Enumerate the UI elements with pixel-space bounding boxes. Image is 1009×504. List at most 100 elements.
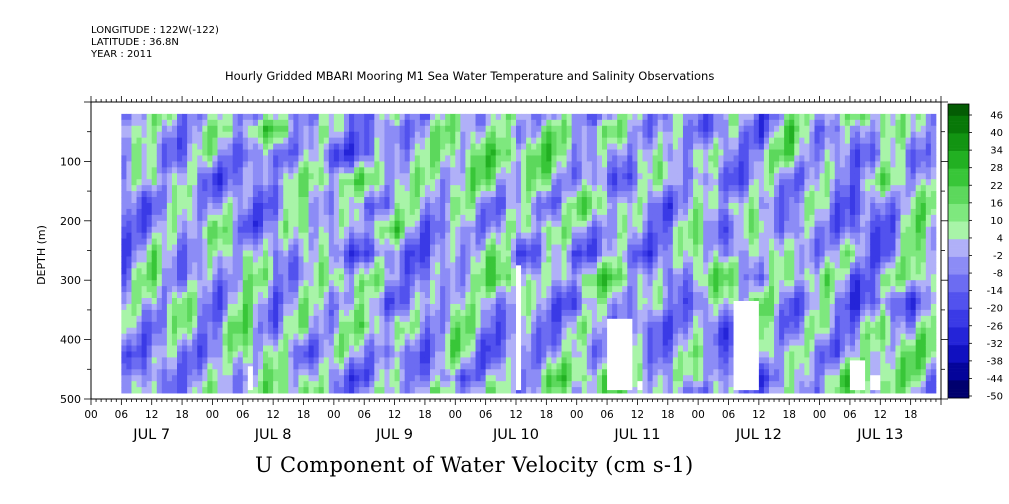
heatmap-cell [394, 315, 401, 323]
heatmap-cell [202, 244, 208, 251]
heatmap-cell [399, 268, 406, 275]
heatmap-cell [485, 125, 492, 133]
heatmap-cell [146, 125, 153, 133]
heatmap-cell [323, 119, 330, 127]
heatmap-cell [232, 381, 239, 388]
heatmap-cell [293, 250, 299, 257]
heatmap-cell [202, 220, 208, 228]
heatmap-cell [485, 244, 492, 251]
heatmap-cell [207, 173, 213, 180]
heatmap-cell [247, 238, 254, 245]
heatmap-cell [455, 327, 461, 335]
heatmap-cell [384, 226, 390, 234]
heatmap-cell [323, 268, 330, 275]
heatmap-cell [505, 345, 512, 352]
heatmap-cell [546, 197, 552, 204]
heatmap-cell [647, 113, 654, 121]
heatmap-cell [136, 351, 142, 358]
heatmap-cell [576, 345, 583, 352]
heatmap-cell [222, 137, 229, 144]
heatmap-cell [637, 292, 643, 299]
heatmap-cell [419, 381, 426, 388]
heatmap-cell [359, 143, 365, 150]
heatmap-cell [273, 351, 279, 358]
heatmap-cell [126, 351, 132, 358]
heatmap-cell [581, 327, 588, 335]
heatmap-cell [531, 363, 537, 370]
heatmap-cell [475, 244, 481, 251]
heatmap-cell [227, 250, 234, 257]
heatmap-cell [227, 220, 234, 228]
heatmap-cell [485, 202, 492, 210]
heatmap-cell [510, 309, 517, 317]
heatmap-cell [136, 381, 142, 388]
heatmap-cell [500, 363, 507, 370]
heatmap-cell [273, 214, 279, 222]
heatmap-cell [288, 381, 294, 388]
heatmap-cell [283, 197, 289, 204]
heatmap-cell [318, 381, 325, 388]
heatmap-cell [480, 309, 487, 317]
heatmap-cell [647, 149, 654, 156]
heatmap-cell [237, 298, 244, 305]
heatmap-cell [298, 113, 304, 121]
heatmap-cell [642, 333, 648, 340]
heatmap-cell [237, 113, 244, 121]
heatmap-cell [202, 262, 208, 269]
heatmap-cell [490, 202, 497, 210]
heatmap-cell [409, 119, 416, 127]
heatmap-cell [404, 256, 411, 263]
heatmap-cell [182, 131, 188, 139]
heatmap-cell [182, 167, 188, 174]
heatmap-cell [268, 226, 274, 234]
heatmap-cell [455, 357, 461, 364]
heatmap-cell [318, 268, 325, 275]
heatmap-cell [526, 333, 532, 340]
heatmap-cell [273, 375, 279, 382]
heatmap-cell [374, 173, 380, 180]
heatmap-cell [192, 185, 198, 192]
heatmap-cell [602, 202, 608, 210]
heatmap-cell [551, 161, 557, 168]
heatmap-cell [409, 280, 416, 287]
heatmap-cell [647, 363, 654, 370]
heatmap-cell [637, 173, 643, 180]
heatmap-cell [475, 208, 481, 216]
heatmap-cell [576, 298, 583, 305]
heatmap-cell [359, 113, 365, 121]
heatmap-cell [465, 137, 471, 144]
heatmap-cell [536, 363, 542, 370]
heatmap-cell [602, 369, 608, 376]
heatmap-cell [510, 363, 517, 370]
heatmap-cell [571, 303, 578, 311]
heatmap-cell [268, 208, 274, 216]
heatmap-cell [435, 309, 441, 317]
heatmap-cell [652, 220, 659, 228]
heatmap-cell [328, 131, 335, 139]
heatmap-cell [414, 161, 421, 168]
heatmap-cell [313, 262, 320, 269]
heatmap-cell [394, 286, 401, 293]
heatmap-cell [349, 197, 355, 204]
heatmap-cell [146, 375, 153, 382]
heatmap-cell [581, 131, 588, 139]
heatmap-cell [394, 357, 401, 364]
heatmap-cell [455, 238, 461, 245]
heatmap-cell [581, 208, 588, 216]
heatmap-cell [161, 351, 168, 358]
heatmap-cell [247, 137, 254, 144]
heatmap-cell [591, 381, 598, 388]
heatmap-cell [242, 339, 249, 346]
heatmap-cell [404, 244, 411, 251]
heatmap-cell [369, 149, 375, 156]
heatmap-cell [126, 339, 132, 346]
heatmap-cell [470, 143, 476, 150]
heatmap-cell [612, 387, 618, 394]
heatmap-cell [156, 387, 163, 394]
heatmap-cell [546, 363, 552, 370]
heatmap-cell [354, 369, 360, 376]
heatmap-cell [257, 309, 264, 317]
heatmap-cell [389, 214, 395, 222]
heatmap-cell [465, 250, 471, 257]
heatmap-cell [374, 309, 380, 317]
